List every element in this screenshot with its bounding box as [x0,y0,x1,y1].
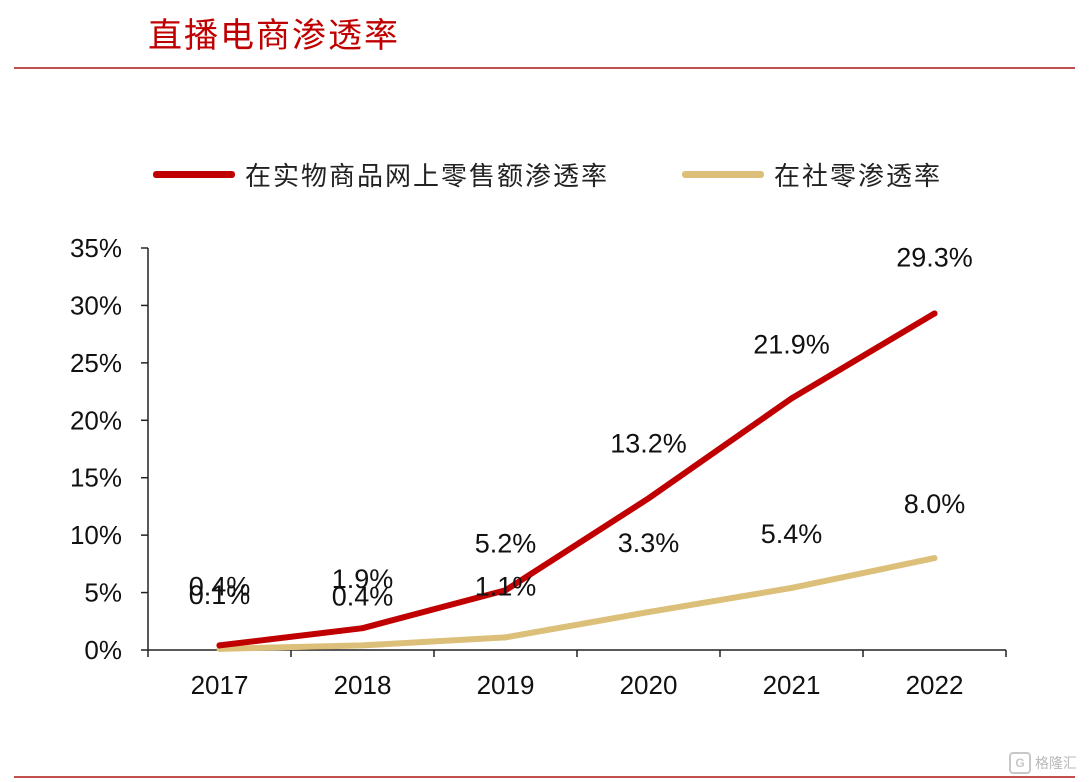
legend-item-series-1: 在实物商品网上零售额渗透率 [153,154,609,194]
data-point-series-1 [502,587,509,594]
legend-swatch-series-2 [682,170,764,178]
y-tick-label: 5% [84,578,122,608]
data-label-series-1: 13.2% [610,428,687,458]
data-label-series-2: 0.1% [189,580,251,610]
data-point-series-2 [788,584,795,591]
data-label-series-2: 3.3% [618,528,680,558]
legend-item-series-2: 在社零渗透率 [682,154,942,194]
y-tick-label: 0% [84,635,122,665]
bottom-divider [14,776,1075,778]
x-tick-label: 2017 [191,670,249,700]
data-label-series-2: 0.4% [332,581,394,611]
watermark-text: 格隆汇 [1035,755,1077,771]
data-point-series-2 [931,555,938,562]
x-tick-label: 2020 [620,670,678,700]
y-tick-label: 25% [70,348,122,378]
data-point-series-1 [931,310,938,317]
y-tick-label: 10% [70,520,122,550]
data-point-series-1 [216,642,223,649]
data-point-series-2 [502,634,509,641]
data-point-series-1 [788,395,795,402]
data-point-series-1 [645,495,652,502]
data-label-series-1: 29.3% [896,242,973,272]
x-tick-label: 2019 [477,670,535,700]
y-tick-label: 35% [70,233,122,263]
x-tick-label: 2022 [906,670,964,700]
data-label-series-1: 0.4% [189,571,251,601]
data-label-series-2: 8.0% [904,489,966,519]
chart-legend: 在实物商品网上零售额渗透率 在社零渗透率 [0,154,1089,194]
data-point-series-1 [359,625,366,632]
legend-label-series-2: 在社零渗透率 [774,161,943,192]
page-title: 直播电商渗透率 [148,16,400,56]
data-label-series-2: 5.4% [761,519,823,549]
y-tick-label: 15% [70,463,122,493]
y-tick-label: 30% [70,290,122,320]
data-point-series-2 [645,609,652,616]
legend-swatch-series-1 [153,170,235,178]
watermark: G 格隆汇 [1009,752,1077,774]
data-label-series-1: 1.9% [332,564,394,594]
data-label-series-1: 21.9% [753,329,830,359]
data-label-series-2: 1.1% [475,571,537,601]
data-label-series-1: 5.2% [475,528,537,558]
top-divider [14,67,1075,69]
series-line-2 [216,555,938,652]
x-tick-label: 2021 [763,670,821,700]
series-line-1 [216,310,938,649]
y-tick-label: 20% [70,405,122,435]
watermark-logo-icon: G [1009,752,1031,774]
x-tick-label: 2018 [334,670,392,700]
legend-label-series-1: 在实物商品网上零售额渗透率 [245,161,610,192]
data-point-series-2 [359,642,366,649]
